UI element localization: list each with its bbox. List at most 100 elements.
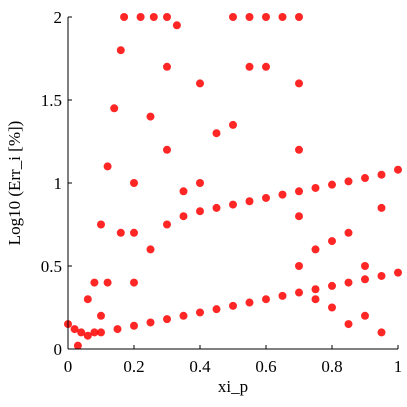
point bbox=[130, 321, 138, 330]
point bbox=[113, 325, 122, 334]
point bbox=[295, 288, 303, 297]
point bbox=[83, 331, 92, 340]
x-tick-label: 0.8 bbox=[321, 357, 342, 376]
point bbox=[278, 13, 287, 21]
point bbox=[229, 301, 237, 310]
point bbox=[311, 285, 320, 294]
point bbox=[311, 245, 320, 254]
x-tick-label: 0 bbox=[64, 357, 73, 376]
y-tick-label: 0.5 bbox=[41, 257, 62, 276]
point bbox=[212, 305, 221, 314]
point bbox=[344, 177, 353, 186]
point bbox=[116, 46, 125, 55]
point bbox=[196, 79, 204, 88]
point bbox=[361, 275, 369, 284]
x-tick-label: 0.2 bbox=[123, 357, 144, 376]
point bbox=[90, 328, 99, 337]
y-axis-label: Log10 (Err_i [%]) bbox=[5, 121, 24, 246]
point bbox=[295, 13, 303, 21]
y-tick-label: 1.5 bbox=[41, 91, 62, 110]
point bbox=[163, 13, 171, 21]
point bbox=[344, 228, 353, 237]
x-tick-label: 1 bbox=[394, 357, 403, 376]
point bbox=[278, 190, 287, 199]
point bbox=[245, 298, 254, 307]
point bbox=[328, 303, 336, 312]
point bbox=[172, 21, 181, 30]
point bbox=[377, 328, 386, 337]
point bbox=[77, 328, 86, 337]
point bbox=[110, 104, 119, 113]
point bbox=[245, 62, 254, 71]
point bbox=[163, 62, 171, 71]
point bbox=[328, 237, 336, 246]
point bbox=[295, 79, 303, 88]
point bbox=[73, 341, 82, 350]
point bbox=[262, 62, 270, 71]
point bbox=[262, 295, 270, 304]
point bbox=[311, 295, 320, 304]
point bbox=[196, 308, 204, 317]
point bbox=[136, 13, 145, 21]
point bbox=[295, 212, 303, 221]
y-tick-label: 0 bbox=[54, 340, 63, 359]
point bbox=[83, 295, 92, 304]
point bbox=[97, 220, 105, 229]
y-tick-label: 1 bbox=[54, 174, 63, 193]
point bbox=[212, 129, 221, 138]
point bbox=[116, 228, 125, 237]
point bbox=[130, 228, 138, 237]
point bbox=[328, 180, 336, 189]
point bbox=[311, 183, 320, 192]
point bbox=[70, 325, 79, 334]
point bbox=[295, 145, 303, 154]
point bbox=[179, 212, 188, 221]
point bbox=[344, 278, 353, 287]
point bbox=[163, 220, 171, 229]
x-axis-label: xi_p bbox=[218, 377, 248, 396]
point bbox=[179, 311, 188, 320]
point bbox=[130, 179, 138, 187]
point bbox=[103, 162, 112, 171]
y-tick-label: 2 bbox=[54, 8, 63, 27]
point bbox=[146, 245, 155, 254]
point bbox=[130, 278, 138, 287]
point bbox=[97, 311, 105, 320]
point bbox=[377, 271, 386, 280]
point bbox=[90, 278, 99, 287]
point bbox=[163, 145, 171, 154]
point bbox=[212, 203, 221, 212]
point bbox=[146, 112, 155, 121]
point bbox=[229, 120, 237, 129]
point bbox=[377, 170, 386, 179]
point bbox=[103, 278, 112, 287]
point bbox=[97, 328, 105, 337]
point bbox=[229, 13, 237, 21]
point bbox=[361, 311, 369, 320]
point bbox=[229, 200, 237, 209]
point bbox=[278, 291, 287, 300]
point bbox=[361, 174, 369, 183]
point bbox=[179, 187, 188, 196]
point bbox=[377, 203, 386, 212]
point bbox=[196, 179, 204, 187]
point bbox=[149, 13, 158, 21]
point bbox=[295, 187, 303, 196]
point bbox=[394, 268, 402, 277]
x-tick-label: 0.4 bbox=[189, 357, 211, 376]
point bbox=[295, 262, 303, 270]
point bbox=[262, 13, 270, 21]
point bbox=[245, 13, 254, 21]
point bbox=[245, 197, 254, 206]
x-tick-label: 0.6 bbox=[255, 357, 276, 376]
point bbox=[196, 207, 204, 216]
point bbox=[262, 193, 270, 202]
point bbox=[394, 165, 402, 174]
point bbox=[163, 315, 171, 324]
point bbox=[146, 318, 155, 327]
point bbox=[361, 262, 369, 270]
point bbox=[120, 13, 129, 21]
point bbox=[328, 281, 336, 290]
point bbox=[344, 320, 353, 329]
